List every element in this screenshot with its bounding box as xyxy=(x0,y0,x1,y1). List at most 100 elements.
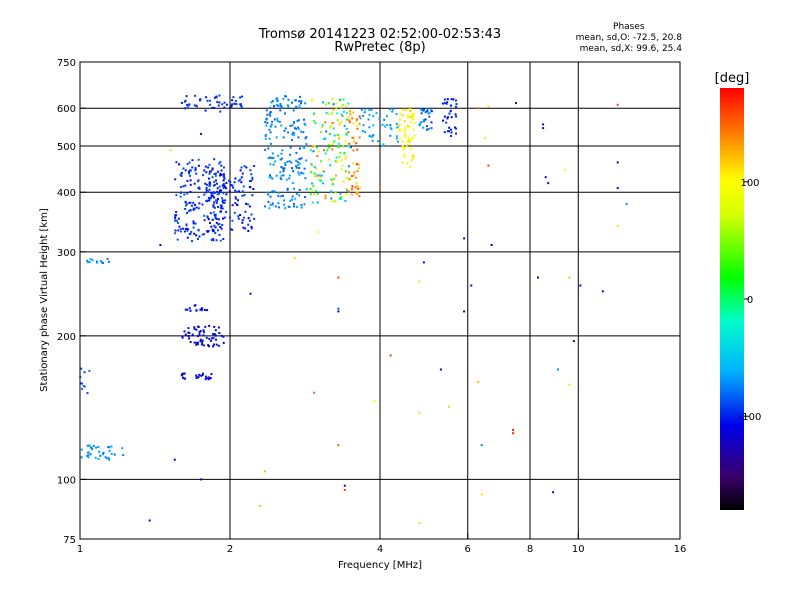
data-point xyxy=(186,229,189,232)
data-point xyxy=(337,142,340,145)
data-point xyxy=(287,131,289,134)
data-point xyxy=(411,158,414,161)
data-point xyxy=(344,200,347,202)
data-point xyxy=(212,239,215,242)
data-point xyxy=(328,133,331,135)
data-point xyxy=(232,186,235,189)
data-point xyxy=(372,134,375,137)
data-point xyxy=(240,166,243,169)
data-point xyxy=(283,168,285,171)
data-point xyxy=(211,218,214,221)
data-point xyxy=(334,160,337,163)
data-point xyxy=(205,186,208,189)
data-point xyxy=(294,99,297,102)
data-point xyxy=(215,221,218,224)
data-point xyxy=(251,176,254,179)
data-point xyxy=(342,145,345,148)
data-point xyxy=(269,174,271,177)
data-point xyxy=(336,112,339,115)
data-point xyxy=(326,149,329,152)
data-point xyxy=(177,222,179,224)
data-point xyxy=(250,225,253,228)
data-point xyxy=(205,199,208,202)
data-point xyxy=(241,221,244,224)
data-point xyxy=(192,226,195,229)
data-point xyxy=(446,117,449,120)
colorbar-tick-label: -100 xyxy=(739,412,762,423)
data-point xyxy=(235,103,238,106)
colorbar-gradient xyxy=(720,88,744,510)
data-point xyxy=(401,140,404,143)
data-point xyxy=(223,177,226,180)
data-point xyxy=(200,343,203,346)
data-point xyxy=(102,261,104,264)
data-point xyxy=(213,158,216,161)
data-point xyxy=(230,228,232,231)
data-point xyxy=(222,179,225,182)
data-point xyxy=(217,218,220,221)
data-point xyxy=(237,215,240,218)
data-point xyxy=(285,95,288,98)
data-point xyxy=(88,369,91,372)
data-point xyxy=(404,108,407,111)
data-point xyxy=(191,333,194,336)
data-point xyxy=(266,121,269,124)
data-point xyxy=(183,330,186,333)
data-point xyxy=(337,307,340,310)
data-point xyxy=(426,125,428,128)
data-point xyxy=(186,163,189,166)
data-point xyxy=(236,190,239,193)
data-point xyxy=(371,139,374,142)
data-point xyxy=(107,445,110,448)
data-point xyxy=(404,133,407,136)
data-point xyxy=(378,117,381,120)
data-point xyxy=(222,173,225,176)
data-point xyxy=(224,185,226,188)
data-point xyxy=(372,124,375,127)
data-point xyxy=(182,185,185,188)
data-point xyxy=(294,197,297,200)
data-point xyxy=(193,104,196,107)
data-point xyxy=(208,172,211,175)
data-point xyxy=(340,168,342,171)
data-point xyxy=(192,220,195,223)
data-point xyxy=(311,182,314,185)
data-point xyxy=(208,337,211,340)
data-point xyxy=(487,164,490,167)
data-point xyxy=(90,447,93,450)
data-point xyxy=(192,207,195,210)
data-point xyxy=(181,373,184,376)
data-point xyxy=(446,130,449,133)
data-point xyxy=(315,189,318,192)
data-point xyxy=(338,137,341,140)
data-point xyxy=(455,132,457,135)
data-point xyxy=(223,216,226,219)
data-point xyxy=(239,96,242,99)
data-point xyxy=(199,330,202,333)
data-point xyxy=(268,128,271,131)
data-point xyxy=(231,228,234,231)
data-point xyxy=(314,122,317,125)
data-point xyxy=(276,120,279,123)
data-point xyxy=(450,128,452,131)
data-point xyxy=(280,178,283,180)
data-point xyxy=(222,341,225,344)
data-point xyxy=(302,145,305,148)
data-point xyxy=(220,164,223,167)
data-point xyxy=(300,204,303,206)
data-point xyxy=(310,99,313,102)
data-point xyxy=(198,331,201,334)
chart-subtitle: RwPretec (8p) xyxy=(334,40,426,55)
data-point xyxy=(195,309,198,312)
data-point xyxy=(186,180,189,182)
data-point xyxy=(343,110,345,113)
data-point xyxy=(189,209,192,211)
data-point xyxy=(215,182,218,185)
data-point xyxy=(198,187,201,190)
data-point xyxy=(373,400,376,402)
data-point xyxy=(336,133,339,136)
data-point xyxy=(213,214,216,217)
data-point xyxy=(240,181,243,184)
data-point xyxy=(179,195,182,198)
data-point xyxy=(269,195,272,198)
